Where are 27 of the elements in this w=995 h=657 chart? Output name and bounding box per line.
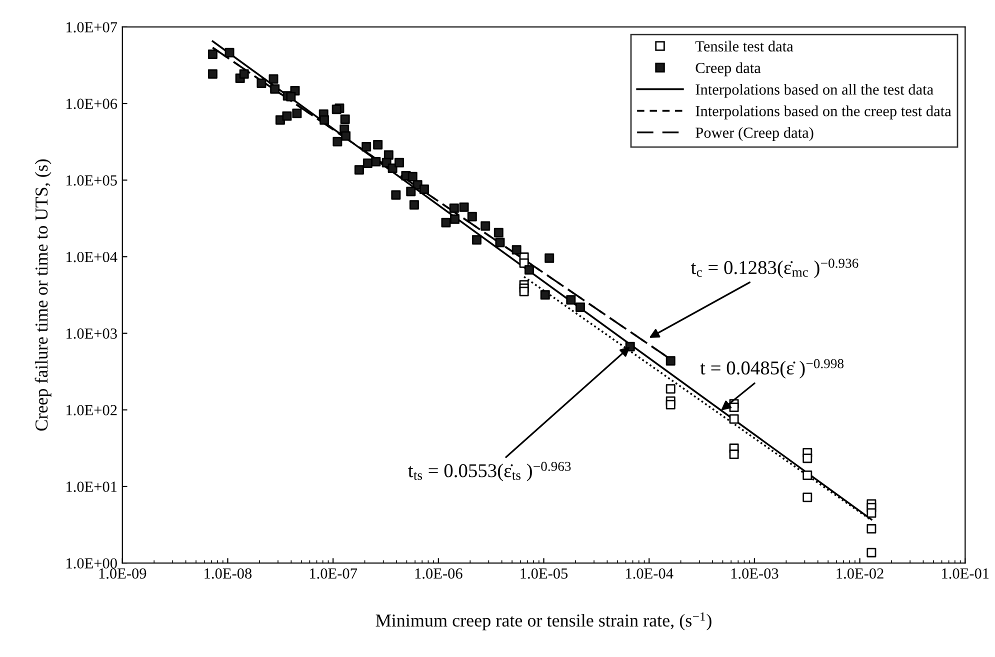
y-tick-label: 1.0E+07	[66, 22, 118, 32]
annotation: t = 0.0485(ε̇ )$^{−0.998}$	[700, 359, 844, 378]
y-axis-title: Creep failure time or time to UTS, (s)	[34, 159, 52, 431]
x-tick-label: 1.0E-08	[204, 568, 252, 579]
y-tick-label: 1.0E+00	[66, 558, 117, 569]
y-tick-label: 1.0E+06	[66, 98, 118, 110]
annotation: t$_{ts}$ = 0.0553(ε̇$_{ts}$ )$^{−0.963}$	[408, 462, 571, 482]
y-tick-label: 1.0E+01	[66, 482, 117, 492]
x-tick-label: 1.0E-05	[520, 568, 568, 579]
x-axis-title: Minimum creep rate or tensile strain rate, (s$^{−1}$)	[376, 612, 712, 630]
legend-label: Creep data	[696, 62, 761, 76]
legend-label: Interpolations based on the creep test data	[696, 106, 952, 120]
legend-label: Interpolations based on all the test data	[696, 84, 934, 98]
y-tick-label: 1.0E+05	[66, 175, 117, 186]
legend-label: Power (Creep data)	[696, 127, 814, 141]
x-tick-label: 1.0E-02	[836, 568, 884, 579]
x-tick-label: 1.0E-03	[731, 568, 778, 579]
legend-label: Tensile test data	[695, 40, 794, 52]
x-tick-label: 1.0E-06	[415, 568, 462, 579]
annotation: t$_{c}$ = 0.1283(ε̇$_{mc}$ )$^{−0.936}$	[690, 258, 858, 278]
y-tick-label: 1.0E+04	[66, 252, 118, 262]
y-tick-label: 1.0E+03	[66, 328, 117, 339]
x-tick-label: 1.0E-07	[310, 568, 358, 579]
x-tick-label: 1.0E-04	[626, 568, 674, 579]
y-tick-label: 1.0E+02	[66, 405, 117, 416]
x-tick-label: 1.0E-01	[942, 568, 989, 579]
x-tick-label: 1.0E-09	[99, 568, 146, 579]
